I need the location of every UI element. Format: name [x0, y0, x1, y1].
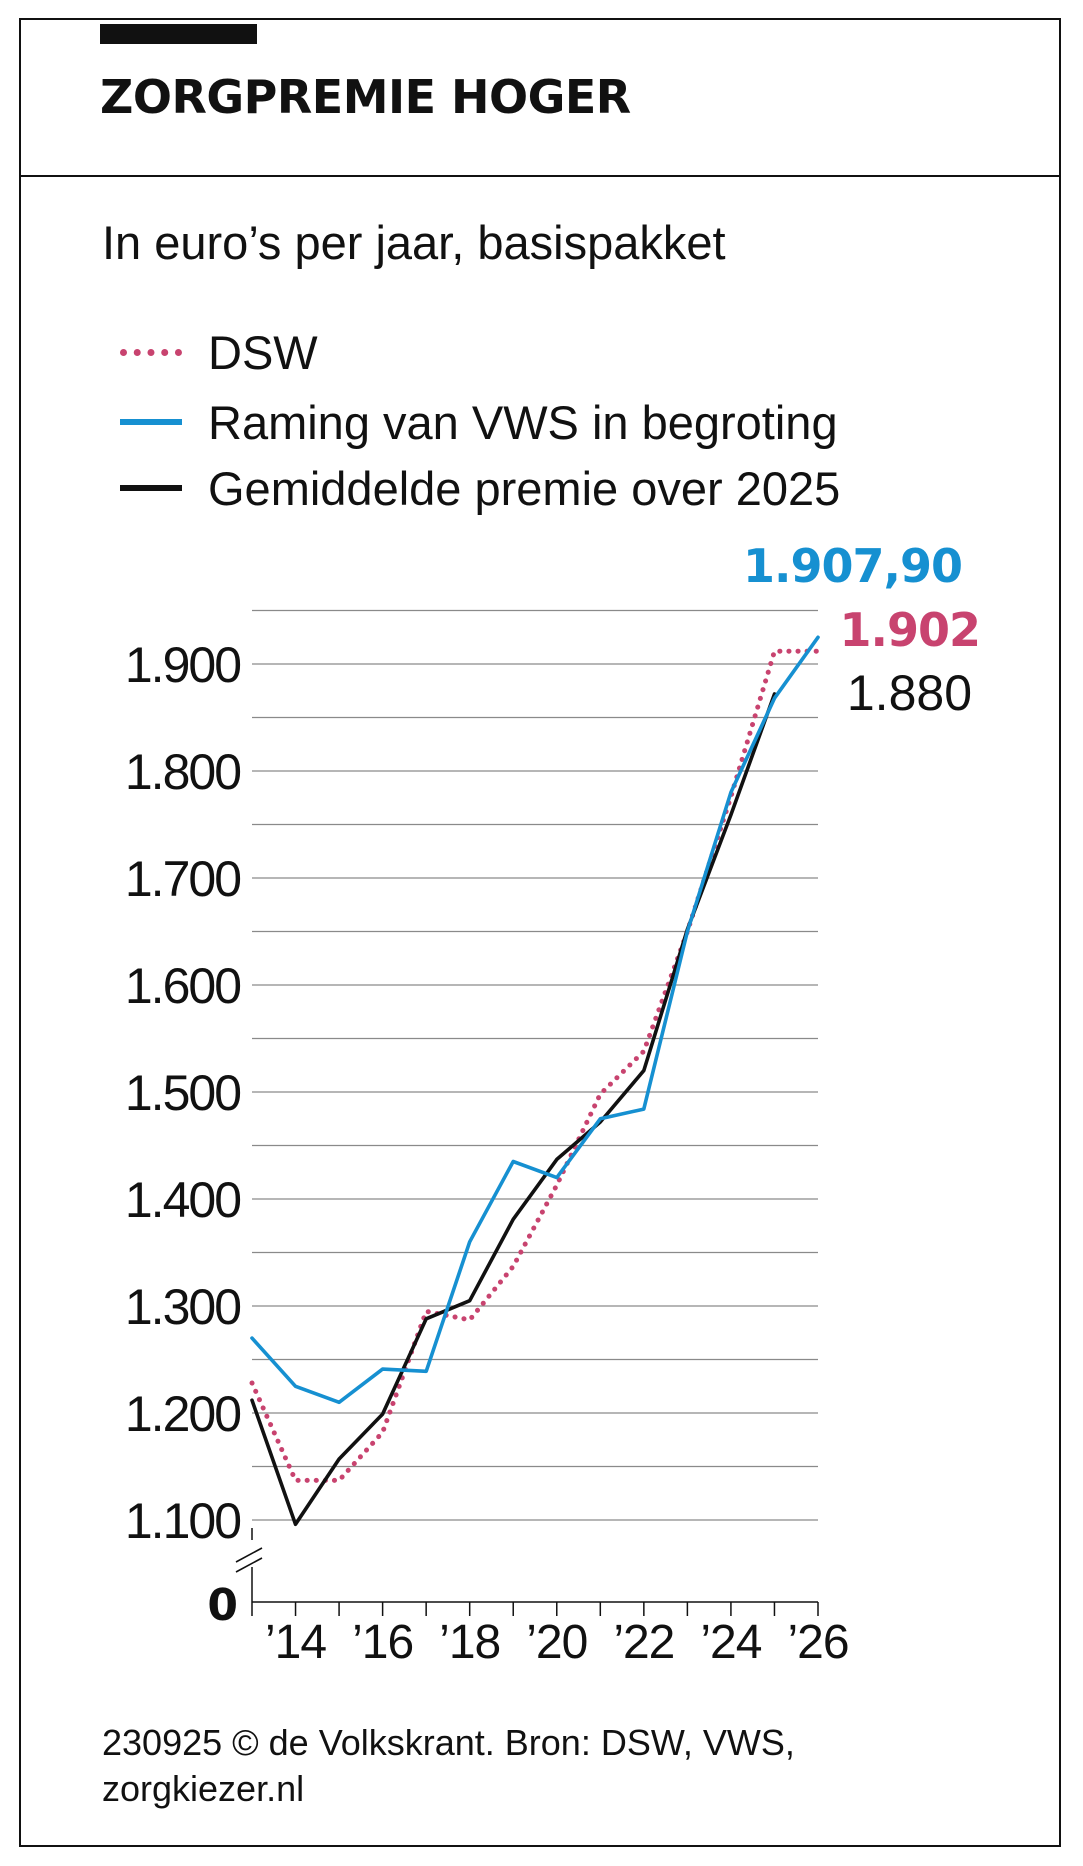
- legend-item-vws: Raming van VWS in begroting: [120, 392, 838, 452]
- y-tick-label: 1.200: [125, 1386, 240, 1442]
- legend-label-dsw: DSW: [208, 325, 318, 379]
- chart-frame: [19, 18, 1061, 1847]
- source-line-1: 230925 © de Volkskrant. Bron: DSW, VWS,: [102, 1722, 795, 1763]
- y-tick-label: 1.900: [125, 637, 240, 693]
- y-tick-label: 1.600: [125, 958, 240, 1014]
- axis-break-mark: [235, 1547, 263, 1563]
- y-tick-label: 1.700: [125, 851, 240, 907]
- legend-item-dsw: DSW: [120, 322, 318, 382]
- y-tick-label: 1.800: [125, 744, 240, 800]
- header-accent-bar: [100, 24, 257, 44]
- end-label-vws: 1.907,90: [743, 539, 962, 593]
- y-tick-label: 1.100: [125, 1493, 240, 1549]
- x-tick-label: ’22: [613, 1616, 674, 1669]
- legend-label-gemiddelde: Gemiddelde premie over 2025: [208, 461, 841, 515]
- chart-title: ZORGPREMIE HOGER: [100, 70, 631, 124]
- y-tick-label: 1.500: [125, 1065, 240, 1121]
- source-footer: 230925 © de Volkskrant. Bron: DSW, VWS, …: [102, 1720, 1002, 1812]
- legend-swatch-vws: [120, 419, 182, 425]
- x-tick-label: ’14: [265, 1616, 326, 1669]
- legend-item-gemiddelde: Gemiddelde premie over 2025: [120, 458, 840, 518]
- series-line-vws: [250, 635, 820, 1405]
- x-tick-label: ’18: [439, 1616, 500, 1669]
- x-tick-label: ’24: [700, 1616, 761, 1669]
- end-label-gemiddelde: 1.880: [847, 665, 972, 721]
- x-tick-label: ’26: [787, 1616, 848, 1669]
- axis-break-mark: [235, 1557, 263, 1573]
- legend-swatch-dsw: [120, 348, 182, 356]
- legend-label-vws: Raming van VWS in begroting: [208, 395, 838, 449]
- chart-subtitle: In euro’s per jaar, basispakket: [102, 216, 726, 269]
- legend-swatch-gemiddelde: [120, 485, 182, 491]
- y-tick-label: 1.400: [125, 1172, 240, 1228]
- line-chart: 1.100 1.200 1.300 1.400 1.500 1.600 1.700 1.800…: [125, 539, 981, 1669]
- x-tick-label: ’20: [526, 1616, 587, 1669]
- x-tick-label: ’16: [352, 1616, 413, 1669]
- title-divider: [19, 175, 1061, 177]
- source-line-2: zorgkiezer.nl: [102, 1768, 305, 1809]
- series-line-dsw: [249, 648, 821, 1483]
- y-zero-label: 0: [207, 1580, 238, 1631]
- end-label-dsw: 1.902: [839, 603, 980, 657]
- y-tick-label: 1.300: [125, 1279, 240, 1335]
